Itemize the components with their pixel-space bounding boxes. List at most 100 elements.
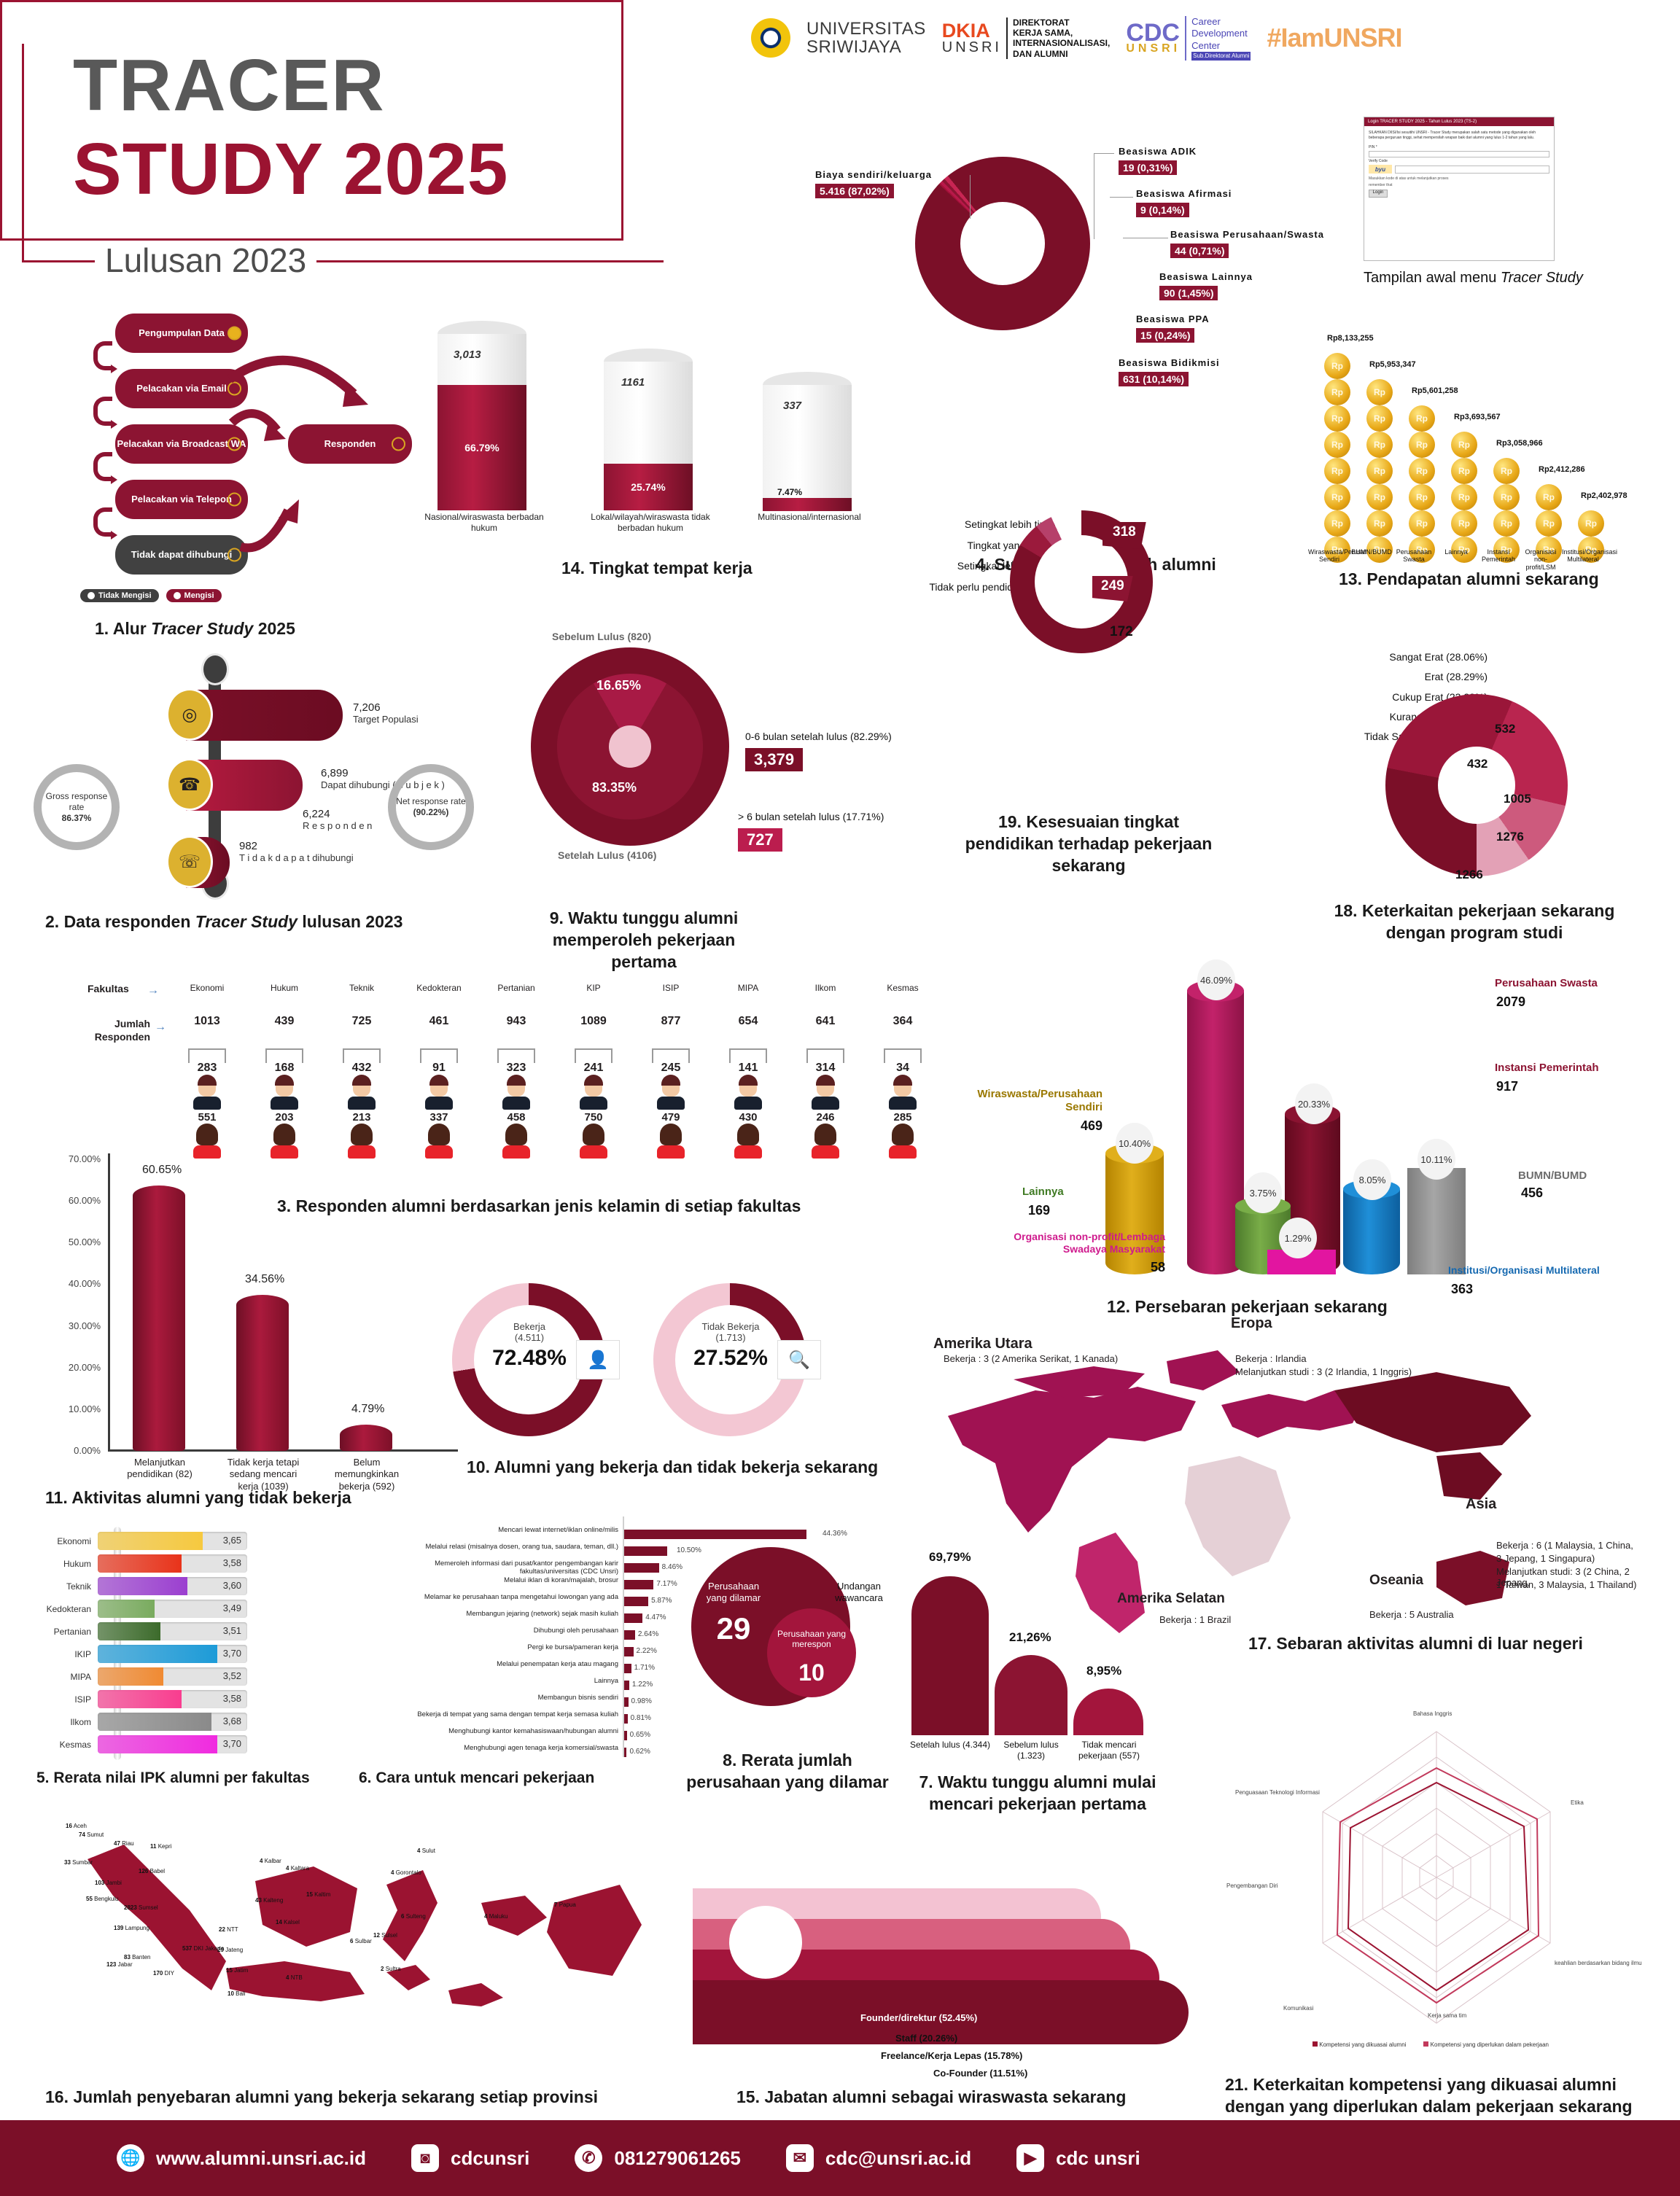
coin-icon: Rp <box>1324 484 1350 510</box>
section-3: Fakultas → Jumlah Responden → Ekonomi 101… <box>88 983 948 1172</box>
ipk-value: 3,60 <box>222 1580 241 1591</box>
bar-top <box>438 321 526 334</box>
faculty-column: Pertanian 943 323 458 <box>481 983 551 1159</box>
province-name: Riau <box>122 1840 134 1847</box>
province-value: 55 <box>86 1896 93 1902</box>
province-name: Kalsel <box>284 1919 300 1926</box>
worker-icon: 👤 <box>576 1340 620 1379</box>
coin-icon: Rp <box>1366 484 1393 510</box>
coin-icon: Rp <box>1324 537 1350 563</box>
province-label: 14 Kalsel <box>276 1919 300 1926</box>
footer-item-whatsapp[interactable]: ✆ 081279061265 <box>575 2144 741 2172</box>
section-12-title: 12. Persebaran pekerjaan sekarang <box>1107 1297 1388 1316</box>
flow-arrow-0 <box>93 341 112 370</box>
province-value: 103 <box>95 1880 105 1886</box>
s6-category-label: Dihubungi oleh perusahaan <box>533 1627 618 1635</box>
ipk-faculty-label: Pertanian <box>53 1626 91 1637</box>
male-person-icon <box>192 1075 222 1110</box>
login-panel-title: Login TRACER STUDY 2025 - Tahun Lulus 20… <box>1364 117 1554 126</box>
footer-item-email[interactable]: ✉ cdc@unsri.ac.id <box>785 2144 971 2172</box>
faculty-total: 461 <box>429 1015 449 1027</box>
province-label: 16 Aceh <box>66 1823 87 1829</box>
province-value: 7 <box>554 1901 558 1908</box>
bar-top <box>604 349 693 362</box>
s6-category-label: Bekerja di tempat yang sama dengan tempa… <box>417 1710 618 1718</box>
ring-icon <box>392 437 405 451</box>
s12-label-1: Instansi Pemerintah <box>1495 1062 1599 1074</box>
s17-region-2-line3: 1 Taiwan, 3 Malaysia, 1 Thailand) <box>1496 1579 1637 1590</box>
s8-label-2: Perusahaan yang merespon <box>777 1629 847 1650</box>
income-category-label: Lainnya <box>1444 548 1468 556</box>
s6-value: 2.22% <box>636 1647 657 1655</box>
unsri-seal-icon <box>751 18 790 58</box>
province-label: 15 Kaltim <box>306 1891 330 1898</box>
s6-category-label: Membangun jejaring (network) sejak masih… <box>466 1610 618 1618</box>
s6-bar <box>624 1681 629 1690</box>
s6-category-label: Menghubungi kantor kemahasiswaan/hubunga… <box>448 1727 618 1735</box>
province-value: 4 <box>417 1847 421 1854</box>
income-category-label: BUMN/BUMD <box>1351 548 1392 556</box>
column-cat-1: Tidak kerja tetapi sedang mencari kerja … <box>227 1457 300 1492</box>
income-value-label: Rp2,402,978 <box>1581 491 1628 500</box>
s19-value-172: 172 <box>1110 624 1133 639</box>
faculty-bracket <box>884 1048 922 1063</box>
login-panel-body: SILAHKAN DIISI/Isi sesuitihi UNSRI - Tra… <box>1369 131 1536 140</box>
province-name: Kepri <box>158 1843 172 1850</box>
faculty-female-count: 479 <box>661 1111 680 1124</box>
s6-row: Memeroleh informasi dari pusat/kantor pe… <box>357 1560 682 1576</box>
radar-axis-3: keahlian berdasarkan bidang ilmu <box>1555 1960 1642 1966</box>
province-value: 22 <box>219 1926 225 1933</box>
footer-item-instagram[interactable]: ◙ cdcunsri <box>411 2144 529 2172</box>
province-label: 170 DIY <box>153 1970 174 1977</box>
section-16-map: 16 Aceh 74 Sumut 33 Sumbar 47 Riau 11 Kepri 1… <box>44 1815 656 2085</box>
dkia-description: DIREKTORAT KERJA SAMA, INTERNASIONALISASI,… <box>1006 17 1110 59</box>
province-value: 33 <box>64 1859 71 1866</box>
faculty-bracket <box>497 1048 535 1063</box>
bar-white-part <box>438 334 526 385</box>
agent-icon: ☎ <box>166 758 213 811</box>
cyl-pct-6: 1.29% <box>1279 1218 1317 1258</box>
faculty-column: Kesmas 364 34 285 <box>868 983 938 1159</box>
male-person-icon <box>656 1075 686 1110</box>
province-label: 10 Bali <box>228 1990 245 1997</box>
ipk-value: 3,58 <box>222 1693 241 1704</box>
province-value: 15 <box>226 1967 233 1974</box>
s7-cat-2: Tidak mencari pekerjaan (557) <box>1078 1740 1140 1761</box>
bar-top <box>763 372 852 385</box>
s12-value-1: 917 <box>1496 1079 1519 1094</box>
province-label: 103 Jambi <box>95 1880 122 1886</box>
s6-bar <box>624 1613 643 1623</box>
bar-white-part <box>604 362 693 464</box>
footer-item-youtube[interactable]: ▶ cdc unsri <box>1016 2144 1140 2172</box>
s6-row: Bekerja di tempat yang sama dengan tempa… <box>357 1710 664 1727</box>
radar-axis-6: Penguasaan Teknologi Informasi <box>1235 1789 1320 1796</box>
login-field-pin[interactable] <box>1369 151 1549 157</box>
footer-item-website[interactable]: 🌐 www.alumni.unsri.ac.id <box>117 2144 366 2172</box>
ipk-row: Pertanian 3,51 <box>36 1621 247 1641</box>
login-remember[interactable]: remember that <box>1369 183 1393 187</box>
coin-icon: Rp <box>1366 537 1393 563</box>
province-value: 537 <box>182 1945 192 1952</box>
province-name: Jatim <box>234 1967 249 1974</box>
s6-row: Mencari lewat internet/iklan online/mili… <box>357 1526 806 1543</box>
s15-label-1: Staff (20.26%) <box>895 2033 958 2044</box>
province-name: Bengkulu <box>94 1896 119 1902</box>
province-label: 12 Sulsel <box>373 1932 397 1939</box>
s7-cat-1: Sebelum lulus (1.323) <box>1003 1740 1059 1761</box>
bar-white-part <box>763 385 852 498</box>
page-title-line2: STUDY 2025 <box>73 128 509 210</box>
s6-value: 4.47% <box>645 1613 666 1621</box>
faculty-male-count: 323 <box>506 1062 526 1074</box>
s4-value-5: 15 (0,24%) <box>1136 328 1195 343</box>
login-screenshot[interactable]: Login TRACER STUDY 2025 - Tahun Lulus 20… <box>1364 117 1555 261</box>
flow-curved-arrows <box>227 355 368 553</box>
login-button[interactable]: Login <box>1369 190 1388 198</box>
coin-icon: Rp <box>1578 537 1604 563</box>
faculty-name: MIPA <box>737 983 759 993</box>
s10-left-count: (4.511) <box>514 1332 545 1343</box>
indonesia-map-svg <box>88 1845 642 2006</box>
cyl-pct-0: 46.09% <box>1197 959 1235 1000</box>
login-field-code[interactable] <box>1395 165 1549 174</box>
income-value-label: Rp3,058,966 <box>1496 439 1543 448</box>
radar-svg <box>1322 1731 1551 2024</box>
